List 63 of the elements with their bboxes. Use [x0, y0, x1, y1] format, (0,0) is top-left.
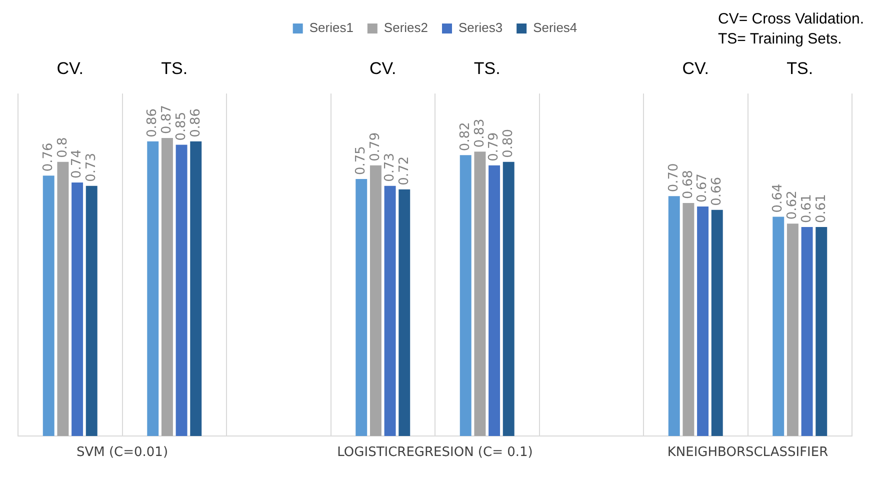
data-label: 0.68 — [680, 170, 696, 200]
bar — [786, 224, 798, 436]
bar — [42, 176, 54, 436]
data-label: 0.64 — [770, 184, 786, 213]
bar — [370, 165, 382, 436]
x-tick-label: CV. — [369, 58, 396, 78]
bar — [161, 138, 173, 436]
bar — [384, 186, 396, 436]
text: CV= Cross Validation. — [718, 10, 864, 28]
text: SVM (C=0.01) — [76, 444, 168, 460]
data-label: 0.76 — [41, 142, 56, 172]
data-label: 0.87 — [160, 104, 175, 134]
bar — [502, 162, 514, 436]
data-label: 0.86 — [188, 108, 204, 138]
data-label: 0.85 — [174, 112, 189, 141]
text: KNEIGHBORSCLASSIFIER — [667, 444, 828, 460]
data-label: 0.61 — [799, 194, 814, 224]
bar — [711, 210, 723, 436]
data-label: 0.74 — [70, 150, 85, 178]
data-label: 0.62 — [785, 190, 800, 220]
bar — [697, 206, 709, 436]
bar — [398, 189, 410, 436]
data-label: 0.83 — [472, 118, 488, 148]
x-tick-label: TS. — [786, 58, 814, 78]
data-label: 0.8 — [55, 137, 70, 158]
legend-label: Series3 — [458, 20, 503, 36]
bar — [176, 144, 188, 436]
text: TS= Training Sets. — [718, 30, 842, 48]
data-label: 0.67 — [695, 174, 710, 202]
bar — [668, 196, 680, 436]
data-label: 0.86 — [145, 108, 160, 138]
bar — [682, 203, 694, 436]
bar — [460, 155, 472, 436]
legend-label: Series2 — [384, 20, 428, 36]
bar — [474, 152, 486, 436]
bar — [57, 162, 69, 436]
data-label: 0.66 — [710, 176, 724, 206]
data-label: 0.80 — [501, 128, 516, 158]
bar — [801, 227, 813, 436]
x-tick-label: CV. — [56, 58, 84, 78]
bar — [772, 216, 784, 436]
bar — [72, 182, 84, 436]
data-label: 0.72 — [396, 156, 412, 186]
data-label: 0.73 — [382, 152, 398, 182]
bar — [147, 141, 159, 436]
bar — [356, 179, 368, 436]
legend-label: Series1 — [309, 20, 354, 36]
legend-label: Series4 — [533, 20, 578, 36]
x-tick-label: TS. — [161, 58, 188, 78]
bar — [86, 186, 98, 436]
bar — [190, 141, 202, 436]
data-label: 0.75 — [354, 146, 369, 176]
data-label: 0.61 — [814, 194, 829, 224]
data-label: 0.70 — [666, 163, 682, 192]
x-tick-label: CV. — [682, 58, 710, 78]
data-label: 0.79 — [368, 132, 384, 162]
data-label: 0.82 — [458, 122, 473, 152]
data-label: 0.79 — [486, 132, 502, 162]
x-tick-label: TS. — [474, 58, 500, 78]
bar — [488, 165, 500, 436]
text: LOGISTICREGRESION (C= 0.1) — [337, 444, 533, 460]
data-label: 0.73 — [84, 152, 99, 182]
bar — [816, 227, 828, 436]
